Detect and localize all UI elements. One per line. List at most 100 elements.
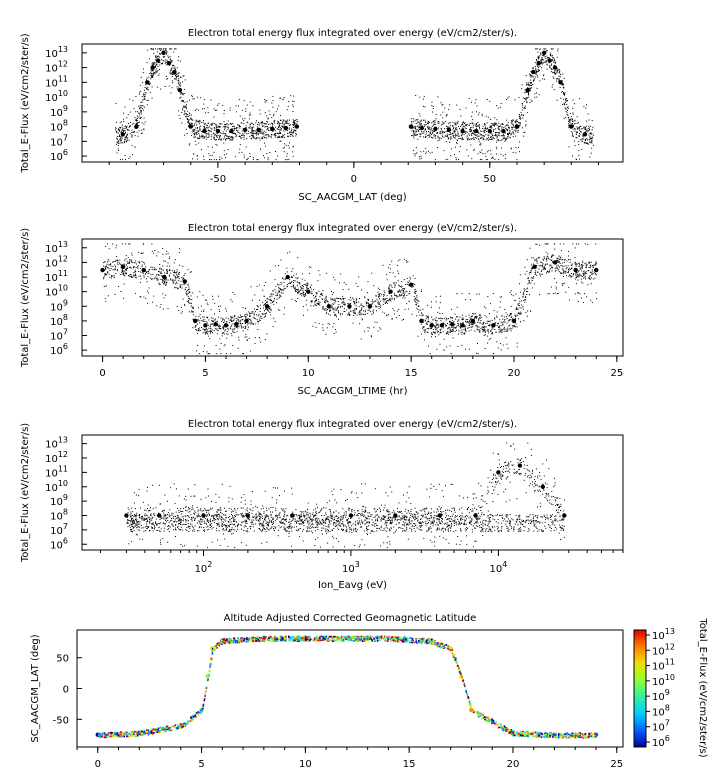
- scatter-dot: [332, 304, 334, 306]
- scatter-dot: [463, 134, 465, 136]
- scatter-dot: [115, 129, 117, 131]
- scatter-dot: [314, 322, 316, 324]
- scatter-dot: [439, 139, 441, 141]
- scatter-dot: [262, 138, 264, 140]
- scatter-dot: [461, 331, 463, 333]
- scatter-dot: [585, 262, 587, 264]
- scatter-dot: [486, 159, 488, 161]
- scatter-dot: [283, 97, 285, 98]
- scatter-dot: [119, 130, 120, 132]
- scatter-dot: [167, 78, 169, 80]
- scatter-dot: [505, 139, 506, 141]
- scatter-dot: [186, 118, 188, 120]
- scatter-dot: [289, 251, 291, 253]
- scatter-dot: [125, 270, 127, 272]
- scatter-dot: [423, 131, 425, 133]
- scatter-dot: [585, 141, 587, 143]
- scatter-dot: [163, 48, 164, 50]
- scatter-dot: [432, 319, 434, 321]
- scatter-dot: [322, 329, 324, 331]
- scatter-dot: [134, 130, 135, 132]
- scatter-dot: [104, 261, 106, 263]
- scatter-dot: [124, 273, 126, 275]
- scatter-dot: [251, 323, 253, 325]
- scatter-dot: [169, 73, 171, 75]
- scatter-dot: [151, 97, 153, 99]
- scatter-dot: [498, 329, 500, 330]
- scatter-dot: [455, 128, 457, 130]
- scatter-dot: [569, 261, 571, 263]
- scatter-dot: [588, 139, 590, 141]
- scatter-dot: [202, 108, 203, 110]
- scatter-dot: [462, 317, 464, 319]
- scatter-dot: [317, 280, 319, 282]
- scatter-dot: [236, 129, 238, 131]
- scatter-dot: [299, 283, 301, 285]
- scatter-dot: [579, 98, 581, 100]
- scatter-dot: [445, 319, 447, 321]
- scatter-dot: [503, 328, 505, 330]
- scatter-dot: [124, 106, 126, 108]
- scatter-dot: [501, 129, 503, 131]
- scatter-dot: [427, 122, 429, 124]
- scatter-dot: [338, 312, 339, 314]
- scatter-dot: [487, 139, 489, 141]
- scatter-dot: [495, 146, 497, 148]
- scatter-dot: [140, 110, 142, 112]
- scatter-dot: [137, 111, 139, 113]
- scatter-dot: [263, 285, 265, 287]
- scatter-dot: [206, 333, 208, 335]
- scatter-dot: [454, 122, 456, 124]
- scatter-dot: [515, 317, 517, 319]
- scatter-dot: [339, 306, 341, 308]
- scatter-dot: [467, 155, 469, 157]
- scatter-dot: [269, 306, 271, 308]
- scatter-dot: [552, 71, 554, 73]
- scatter-dot: [181, 101, 183, 103]
- scatter-dot: [506, 318, 508, 320]
- scatter-dot: [446, 318, 448, 320]
- scatter-dot: [261, 122, 263, 124]
- scatter-dot: [192, 308, 194, 310]
- scatter-dot: [334, 279, 336, 281]
- scatter-dot: [214, 133, 216, 135]
- scatter-dot: [162, 293, 164, 295]
- scatter-dot: [336, 308, 338, 309]
- scatter-dot: [414, 125, 416, 127]
- scatter-dot: [547, 253, 549, 255]
- scatter-dot: [229, 139, 231, 141]
- scatter-dot: [448, 318, 449, 320]
- scatter-dot: [501, 322, 503, 324]
- scatter-dot: [279, 284, 281, 286]
- scatter-dot: [116, 138, 118, 140]
- scatter-dot: [125, 125, 127, 127]
- scatter-dot: [222, 326, 224, 328]
- scatter-dot: [528, 94, 529, 96]
- scatter-dot: [210, 323, 212, 325]
- scatter-dot: [198, 109, 200, 111]
- scatter-dot: [564, 272, 566, 274]
- scatter-dot: [122, 271, 123, 273]
- scatter-dot: [490, 129, 492, 131]
- scatter-dot: [451, 148, 453, 150]
- scatter-dot: [517, 304, 519, 306]
- scatter-dot: [151, 86, 153, 88]
- scatter-dot: [263, 130, 265, 132]
- scatter-dot: [447, 322, 448, 324]
- scatter-dot: [555, 78, 557, 80]
- scatter-dot: [147, 83, 149, 85]
- scatter-dot: [469, 299, 471, 301]
- scatter-dot: [259, 317, 261, 319]
- scatter-dot: [292, 100, 294, 102]
- scatter-dot: [491, 333, 493, 335]
- scatter-dot: [122, 159, 124, 161]
- scatter-dot: [299, 291, 300, 293]
- scatter-dot: [400, 286, 402, 288]
- scatter-dot: [187, 288, 189, 290]
- scatter-dot: [438, 334, 440, 336]
- scatter-dot: [116, 260, 118, 262]
- scatter-dot: [559, 259, 561, 261]
- scatter-dot: [420, 124, 422, 126]
- scatter-dot: [117, 260, 119, 262]
- scatter-dot: [108, 273, 110, 275]
